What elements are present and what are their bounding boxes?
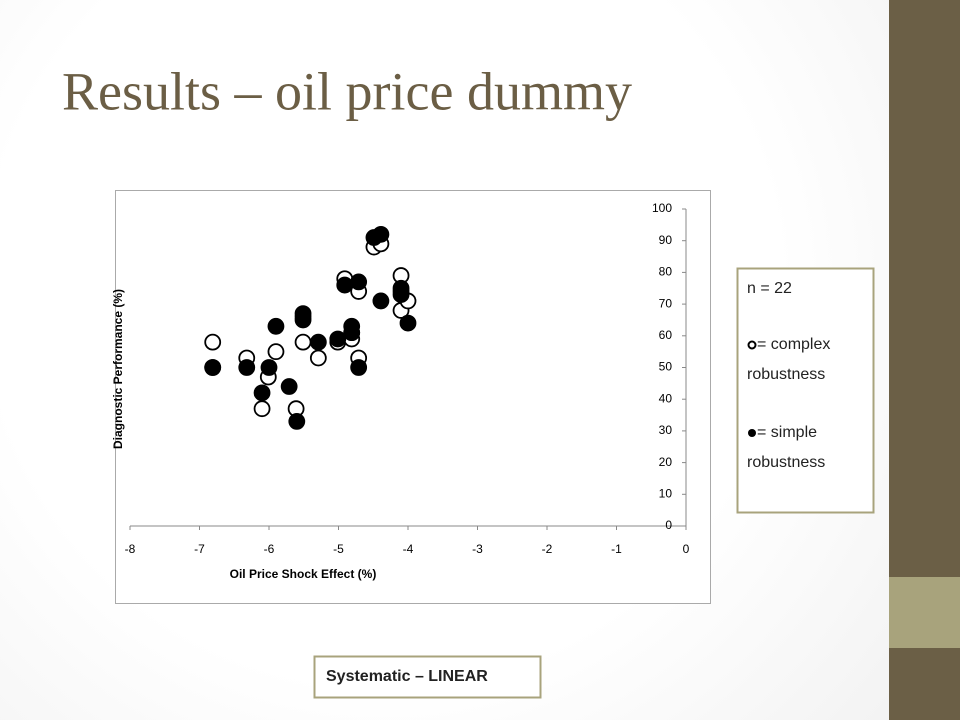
y-axis-title: Diagnostic Performance (%) xyxy=(111,289,125,449)
legend-marker xyxy=(747,340,757,350)
y-tick-label: 30 xyxy=(659,423,673,437)
point xyxy=(309,349,327,367)
point xyxy=(204,359,222,376)
sidebar xyxy=(889,0,960,577)
point xyxy=(238,359,256,376)
point xyxy=(372,225,390,243)
plot-frame xyxy=(115,190,711,604)
point xyxy=(392,286,410,303)
x-axis-title: Oil Price Shock Effect (%) xyxy=(230,567,377,581)
point xyxy=(253,384,271,402)
x-tick-label: -3 xyxy=(472,542,483,556)
point xyxy=(350,273,368,291)
x-tick-label: -1 xyxy=(611,542,622,556)
y-tick-label: 100 xyxy=(652,201,672,215)
legend-marker xyxy=(748,429,756,437)
y-tick-label: 40 xyxy=(659,391,673,405)
x-tick-label: 0 xyxy=(683,542,690,556)
y-tick-label: 80 xyxy=(659,265,673,279)
sidebar xyxy=(889,648,960,720)
caption-box xyxy=(313,655,542,699)
point xyxy=(329,330,347,348)
point xyxy=(294,333,312,351)
point xyxy=(260,359,278,376)
sidebar-accent xyxy=(889,577,960,648)
x-tick-label: -8 xyxy=(125,542,136,556)
point xyxy=(309,333,327,351)
point xyxy=(399,314,417,332)
y-tick-label: 0 xyxy=(665,518,672,532)
point xyxy=(267,317,285,335)
x-tick-label: -5 xyxy=(333,542,344,556)
point xyxy=(280,378,298,395)
n-label: n = 22 xyxy=(747,280,792,297)
x-tick-label: -4 xyxy=(403,542,414,556)
y-tick-label: 90 xyxy=(659,233,673,247)
point xyxy=(294,305,312,323)
point xyxy=(350,359,368,376)
y-tick-label: 20 xyxy=(659,455,673,469)
x-tick-label: -2 xyxy=(542,542,553,556)
slide-title: Results – oil price dummy xyxy=(62,61,632,121)
x-tick-label: -7 xyxy=(194,542,205,556)
legend-label: = simple robustness xyxy=(747,424,825,471)
y-tick-label: 60 xyxy=(659,328,673,342)
point xyxy=(267,343,285,361)
y-tick-label: 50 xyxy=(659,360,673,374)
point xyxy=(343,324,361,342)
y-tick-label: 10 xyxy=(659,486,673,500)
x-tick-label: -6 xyxy=(264,542,275,556)
caption: Systematic – LINEAR xyxy=(326,668,488,685)
point xyxy=(288,412,306,430)
point xyxy=(253,400,271,418)
y-tick-label: 70 xyxy=(659,296,673,310)
point xyxy=(372,292,390,310)
point xyxy=(204,333,222,351)
legend-label: = complex robustness xyxy=(747,336,830,383)
legend-box xyxy=(736,267,875,514)
point xyxy=(336,276,354,294)
